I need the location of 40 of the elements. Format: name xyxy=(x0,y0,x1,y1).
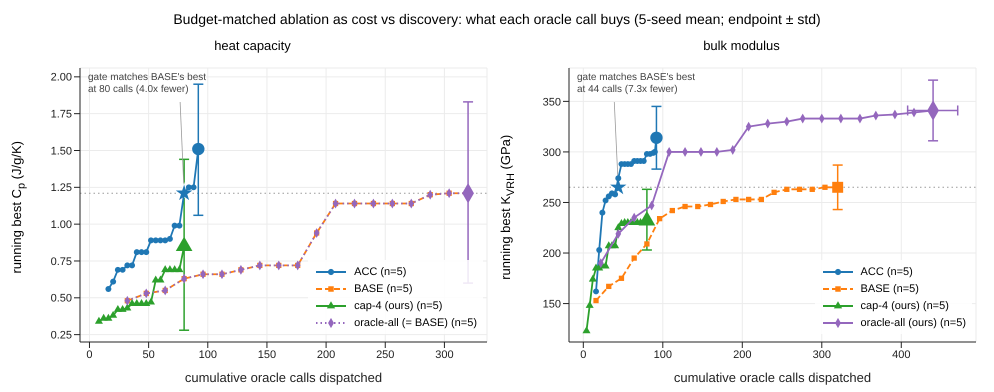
y-tick-label: 1.75 xyxy=(50,108,72,121)
y-tick-label: 0.25 xyxy=(50,330,72,342)
x-tick-label: 100 xyxy=(654,348,672,361)
y-tick-label: 350 xyxy=(542,96,561,108)
legend-label: cap-4 (ours) (n=5) xyxy=(860,300,949,312)
legend-label: cap-4 (ours) (n=5) xyxy=(354,300,442,312)
legend-label: ACC (n=5) xyxy=(354,266,406,278)
legend-label: BASE (n=5) xyxy=(860,282,919,294)
x-axis-title: cumulative oracle calls dispatched xyxy=(184,370,382,385)
y-tick-label: 200 xyxy=(542,248,561,260)
x-tick-label: 0 xyxy=(86,348,93,361)
x-tick-label: 0 xyxy=(580,348,586,361)
y-tick-label: 0.50 xyxy=(50,292,72,305)
x-axis-title: cumulative oracle calls dispatched xyxy=(674,370,872,385)
legend-label: oracle-all (= BASE) (n=5) xyxy=(354,316,477,328)
x-tick-label: 200 xyxy=(733,348,752,361)
legend-label: BASE (n=5) xyxy=(354,282,412,294)
x-tick-label: 50 xyxy=(142,348,155,361)
x-tick-label: 250 xyxy=(376,348,394,361)
x-tick-label: 300 xyxy=(812,348,831,361)
annotation: gate matches BASE's best at 80 calls (4.0x fewer) xyxy=(88,72,206,95)
x-tick-label: 300 xyxy=(435,348,454,361)
x-tick-label: 400 xyxy=(892,348,910,361)
y-tick-label: 300 xyxy=(542,146,561,159)
annotation: gate matches BASE's best at 44 calls (7.3x fewer) xyxy=(577,72,696,95)
legend-label: ACC (n=5) xyxy=(860,266,913,278)
chart-title: bulk modulus xyxy=(702,38,781,55)
y-tick-label: 250 xyxy=(542,197,561,210)
y-tick-label: 150 xyxy=(542,298,561,310)
x-tick-label: 100 xyxy=(198,348,217,361)
y-tick-label: 2.00 xyxy=(50,72,72,84)
y-tick-label: 1.25 xyxy=(50,182,72,194)
x-tick-label: 150 xyxy=(258,348,276,361)
legend-label: oracle-all (ours) (n=5) xyxy=(860,316,966,328)
y-tick-label: 1.50 xyxy=(50,145,72,158)
text: Budget-matched ablation as cost vs discovery: what each oracle call buys (5-seed mean; endpoint ± std) xyxy=(172,10,822,29)
chart-title: heat capacity xyxy=(213,38,292,55)
y-tick-label: 0.75 xyxy=(50,256,72,268)
y-tick-label: 1.00 xyxy=(50,219,72,232)
x-tick-label: 200 xyxy=(316,348,336,361)
